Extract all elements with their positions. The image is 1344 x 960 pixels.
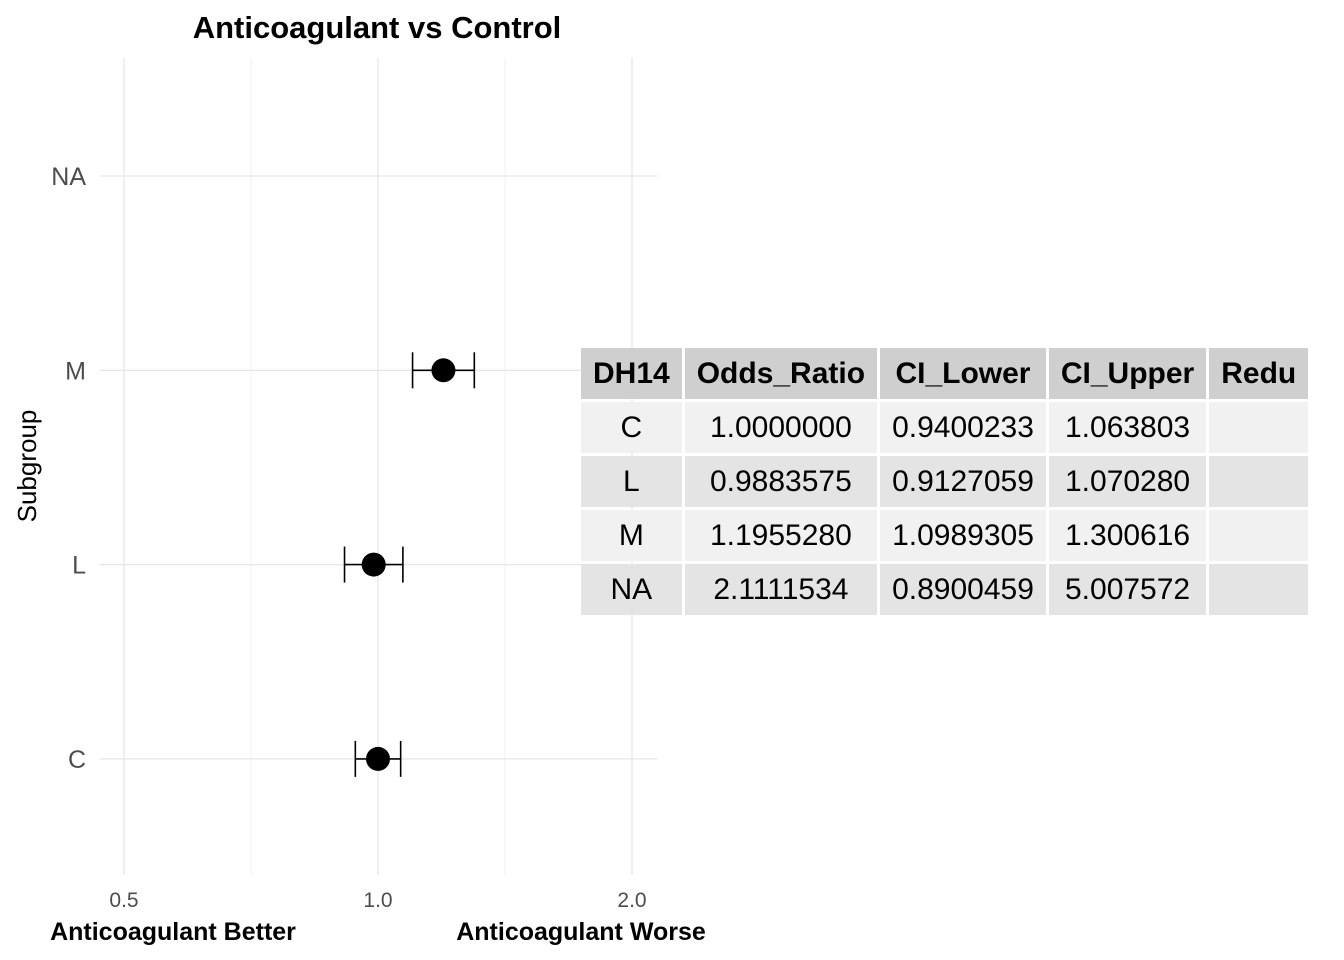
table-cell: 1.0989305: [880, 510, 1046, 561]
table-row: C 1.0000000 0.9400233 1.063803: [581, 402, 1309, 453]
table-cell: 2.1111534: [684, 564, 878, 615]
table-cell: [1209, 510, 1309, 561]
table-row: NA 2.1111534 0.8900459 5.007572: [581, 564, 1309, 615]
col-header-odds-ratio: Odds_Ratio: [684, 348, 878, 399]
point-M: [431, 358, 456, 383]
col-header-dh14: DH14: [581, 348, 682, 399]
point-L: [361, 552, 386, 577]
table-cell: C: [581, 402, 682, 453]
table-cell: 0.9400233: [880, 402, 1046, 453]
annotation-worse: Anticoagulant Worse: [456, 918, 706, 946]
table-cell: 0.8900459: [880, 564, 1046, 615]
table-cell: 1.063803: [1048, 402, 1207, 453]
table-row: M 1.1955280 1.0989305 1.300616: [581, 510, 1309, 561]
y-tick-label: C: [68, 746, 86, 774]
table-cell: M: [581, 510, 682, 561]
forest-marks: [343, 352, 476, 777]
col-header-ci-upper: CI_Upper: [1048, 348, 1207, 399]
point-C: [366, 746, 390, 771]
y-tick-label: M: [65, 357, 86, 385]
table-cell: [1209, 564, 1309, 615]
table-cell: NA: [581, 564, 682, 615]
y-axis-label: Subgroup: [12, 410, 42, 523]
y-tick-labels: NA M L C: [51, 163, 86, 774]
table-cell: 1.0000000: [684, 402, 878, 453]
table-header-row: DH14 Odds_Ratio CI_Lower CI_Upper Redu: [581, 348, 1309, 399]
col-header-redu: Redu: [1209, 348, 1309, 399]
table-cell: 0.9883575: [684, 456, 878, 507]
x-tick-labels: 0.5 1.0 2.0: [109, 889, 646, 912]
col-header-ci-lower: CI_Lower: [880, 348, 1046, 399]
table-cell: 1.070280: [1048, 456, 1207, 507]
table-row: L 0.9883575 0.9127059 1.070280: [581, 456, 1309, 507]
table-cell: 1.1955280: [684, 510, 878, 561]
table-cell: [1209, 402, 1309, 453]
table-cell: L: [581, 456, 682, 507]
x-tick-label: 0.5: [109, 889, 138, 912]
y-tick-label: NA: [51, 163, 86, 191]
chart-title: Anticoagulant vs Control: [193, 10, 562, 45]
table-cell: 5.007572: [1048, 564, 1207, 615]
x-tick-label: 2.0: [617, 889, 646, 912]
minor-gridlines: [250, 58, 506, 875]
table-cell: 1.300616: [1048, 510, 1207, 561]
y-tick-label: L: [72, 552, 86, 580]
table-cell: [1209, 456, 1309, 507]
table-cell: 0.9127059: [880, 456, 1046, 507]
summary-table: DH14 Odds_Ratio CI_Lower CI_Upper Redu C…: [578, 345, 1311, 618]
x-tick-label: 1.0: [363, 889, 392, 912]
annotation-better: Anticoagulant Better: [50, 918, 296, 946]
